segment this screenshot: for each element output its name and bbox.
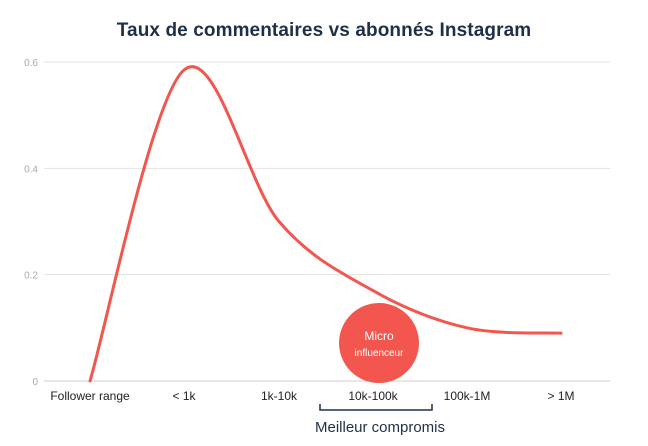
x-tick-label: Follower range: [50, 389, 130, 403]
best-compromise-bracket: [319, 404, 433, 411]
bracket-note: Meilleur compromis: [314, 419, 446, 436]
x-tick-label: > 1M: [547, 389, 574, 403]
x-tick-label: < 1k: [172, 389, 196, 403]
micro-influencer-bubble: Micro influenceur: [339, 303, 419, 383]
gridlines: [44, 61, 610, 382]
y-axis: 0 0.2 0.4 0.6: [24, 58, 38, 388]
x-axis: Follower range < 1k 1k-10k 10k-100k 100k-1M >…: [50, 389, 574, 403]
series-line: [88, 65, 563, 383]
y-tick-label: 0: [32, 377, 38, 388]
bubble-label-line2: influenceur: [355, 348, 405, 359]
x-tick-label: 1k-10k: [261, 389, 298, 403]
bubble-label-line1: Micro: [364, 329, 394, 343]
x-tick-label: 10k-100k: [348, 389, 398, 403]
y-tick-label: 0.6: [24, 58, 38, 69]
chart-title: Taux de commentaires vs abonnés Instagra…: [116, 20, 532, 41]
y-tick-label: 0.2: [24, 271, 38, 282]
bracket-line: [319, 404, 433, 411]
bubble-circle: [339, 303, 419, 383]
series-layer: [88, 65, 563, 383]
x-tick-label: 100k-1M: [444, 389, 491, 403]
y-tick-label: 0.4: [24, 164, 38, 175]
